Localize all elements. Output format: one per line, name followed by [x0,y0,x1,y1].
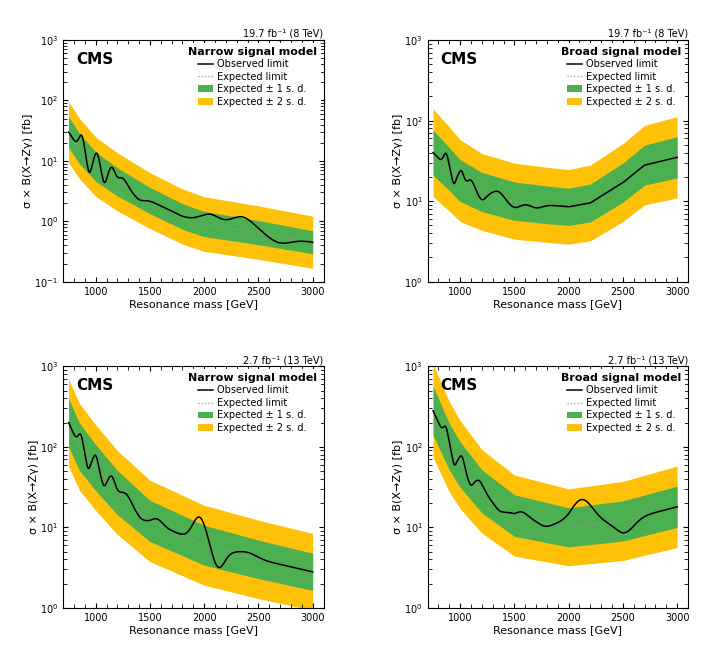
Text: CMS: CMS [77,378,114,393]
X-axis label: Resonance mass [GeV]: Resonance mass [GeV] [129,299,258,309]
Text: 2.7 fb⁻¹ (13 TeV): 2.7 fb⁻¹ (13 TeV) [608,355,688,365]
Legend: Observed limit, Expected limit, Expected ± 1 s. d., Expected ± 2 s. d.: Observed limit, Expected limit, Expected… [184,43,321,110]
Text: CMS: CMS [441,52,478,67]
X-axis label: Resonance mass [GeV]: Resonance mass [GeV] [129,625,258,635]
Legend: Observed limit, Expected limit, Expected ± 1 s. d., Expected ± 2 s. d.: Observed limit, Expected limit, Expected… [557,369,685,437]
X-axis label: Resonance mass [GeV]: Resonance mass [GeV] [494,625,622,635]
X-axis label: Resonance mass [GeV]: Resonance mass [GeV] [494,299,622,309]
Y-axis label: σ × B(X→Zγ) [fb]: σ × B(X→Zγ) [fb] [23,114,33,208]
Legend: Observed limit, Expected limit, Expected ± 1 s. d., Expected ± 2 s. d.: Observed limit, Expected limit, Expected… [557,43,685,110]
Legend: Observed limit, Expected limit, Expected ± 1 s. d., Expected ± 2 s. d.: Observed limit, Expected limit, Expected… [184,369,321,437]
Text: CMS: CMS [441,378,478,393]
Text: 19.7 fb⁻¹ (8 TeV): 19.7 fb⁻¹ (8 TeV) [608,29,688,39]
Y-axis label: σ × B(X→Zγ) [fb]: σ × B(X→Zγ) [fb] [393,440,403,534]
Text: CMS: CMS [77,52,114,67]
Text: 19.7 fb⁻¹ (8 TeV): 19.7 fb⁻¹ (8 TeV) [244,29,324,39]
Text: 2.7 fb⁻¹ (13 TeV): 2.7 fb⁻¹ (13 TeV) [244,355,324,365]
Y-axis label: σ × B(X→Zγ) [fb]: σ × B(X→Zγ) [fb] [29,440,39,534]
Y-axis label: σ × B(X→Zγ) [fb]: σ × B(X→Zγ) [fb] [393,114,403,208]
